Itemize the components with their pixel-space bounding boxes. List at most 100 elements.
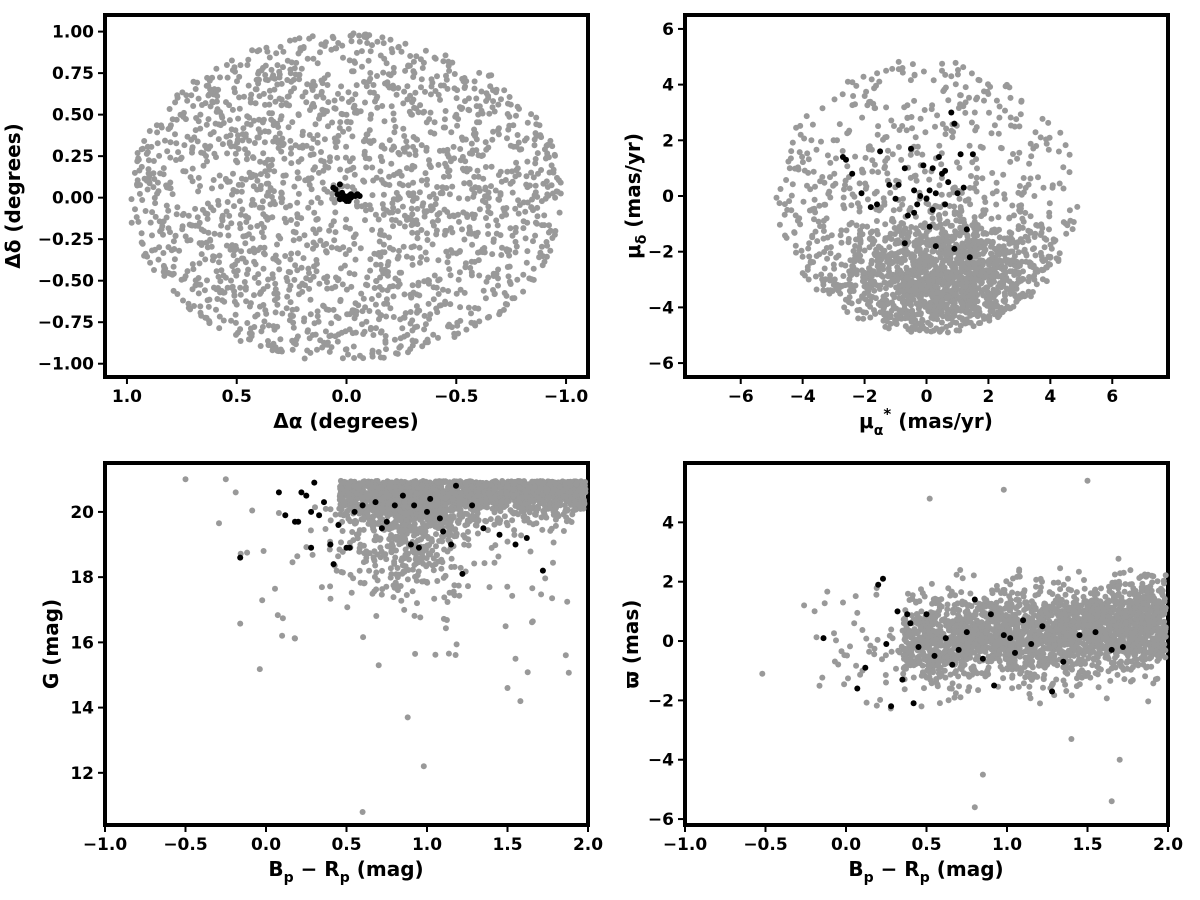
- field-point: [390, 223, 396, 230]
- field-point: [449, 183, 456, 190]
- field-point: [941, 264, 948, 271]
- field-point: [414, 136, 421, 143]
- field-point: [1015, 249, 1022, 256]
- field-point: [929, 292, 936, 299]
- field-point: [261, 139, 268, 146]
- field-point: [226, 212, 233, 219]
- field-point: [485, 203, 492, 210]
- field-point: [871, 85, 878, 92]
- member-point: [966, 254, 973, 261]
- field-point: [474, 229, 481, 236]
- field-point: [350, 343, 357, 350]
- field-point: [896, 282, 903, 289]
- field-point: [374, 104, 381, 111]
- field-point: [901, 250, 908, 257]
- member-point: [908, 145, 914, 152]
- field-point: [372, 211, 379, 218]
- field-point: [799, 159, 806, 166]
- field-point: [151, 267, 157, 273]
- field-point: [312, 121, 319, 128]
- field-point: [948, 73, 955, 80]
- field-point: [386, 234, 392, 241]
- member-point: [904, 212, 911, 219]
- field-point: [170, 263, 177, 270]
- field-point: [257, 129, 264, 136]
- field-point: [867, 236, 874, 243]
- field-point: [150, 158, 157, 164]
- field-point: [309, 332, 316, 338]
- field-point: [322, 163, 329, 170]
- field-point: [323, 248, 329, 255]
- field-point: [310, 78, 317, 85]
- field-point: [287, 137, 294, 144]
- field-point: [310, 55, 317, 62]
- field-point: [506, 113, 513, 120]
- field-point: [435, 217, 441, 224]
- field-point: [948, 273, 954, 279]
- field-point: [863, 309, 869, 316]
- field-point: [788, 148, 795, 155]
- field-point: [160, 250, 167, 256]
- field-point: [877, 309, 884, 316]
- y-tick-label: 0.00: [52, 189, 94, 209]
- field-point: [789, 139, 796, 146]
- field-point: [414, 205, 421, 212]
- field-point: [867, 314, 874, 321]
- field-point: [989, 239, 996, 246]
- field-point: [449, 212, 456, 219]
- field-point: [223, 99, 229, 106]
- field-point: [844, 78, 851, 85]
- member-point: [901, 165, 908, 172]
- field-point: [1013, 244, 1020, 250]
- field-point: [981, 97, 987, 104]
- field-point: [383, 346, 389, 353]
- field-point: [269, 74, 276, 81]
- field-point: [524, 119, 531, 126]
- field-point: [167, 139, 174, 146]
- field-point: [1000, 171, 1007, 178]
- field-point: [379, 201, 386, 208]
- field-point: [294, 199, 301, 206]
- field-point: [414, 235, 421, 242]
- field-point: [343, 111, 350, 118]
- field-point: [314, 313, 321, 320]
- field-point: [147, 259, 154, 266]
- field-point: [1066, 207, 1073, 214]
- field-point: [1027, 260, 1034, 267]
- field-point: [971, 185, 978, 191]
- field-point: [937, 303, 943, 310]
- field-point: [224, 284, 231, 291]
- field-point: [233, 331, 239, 338]
- member-point: [901, 240, 908, 247]
- field-point: [362, 99, 368, 106]
- field-point: [325, 123, 331, 130]
- field-point: [464, 214, 471, 220]
- field-point: [260, 286, 267, 293]
- field-point: [384, 262, 391, 268]
- field-point: [409, 342, 416, 349]
- member-point: [858, 190, 865, 197]
- field-point: [867, 274, 874, 281]
- field-point: [449, 249, 456, 256]
- field-point: [446, 67, 453, 74]
- field-point: [283, 100, 290, 107]
- field-point: [993, 303, 1000, 310]
- field-point: [518, 532, 525, 539]
- field-point: [247, 99, 254, 106]
- member-point: [926, 223, 933, 230]
- field-point: [301, 315, 308, 322]
- field-point: [911, 72, 918, 79]
- field-point: [272, 134, 279, 141]
- field-point: [467, 264, 474, 271]
- field-point: [948, 127, 955, 134]
- field-point: [287, 202, 293, 209]
- y-tick-label: 2: [662, 131, 674, 151]
- field-point: [322, 39, 329, 46]
- field-point: [809, 234, 816, 241]
- field-point: [418, 177, 425, 184]
- member-point: [957, 151, 964, 158]
- field-point: [970, 323, 977, 330]
- field-point: [237, 338, 244, 344]
- field-point: [396, 168, 403, 175]
- field-point: [245, 231, 252, 238]
